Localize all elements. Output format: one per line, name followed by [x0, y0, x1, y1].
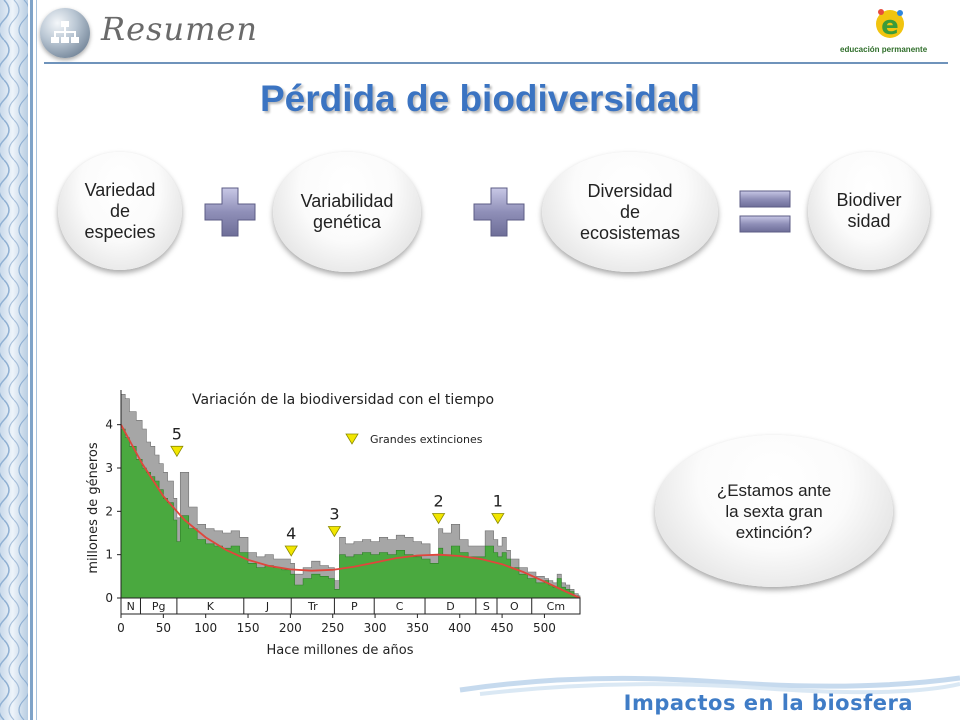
- bubble-label: Biodiver sidad: [836, 190, 902, 231]
- bubble-label: Variabilidad genética: [300, 191, 394, 232]
- period-label: J: [265, 600, 269, 613]
- left-decorative-border: [0, 0, 28, 720]
- header-title: Resumen: [101, 10, 258, 48]
- bubble-species-variety: Variedad de especies: [58, 152, 182, 270]
- wave-pattern-icon: [0, 0, 28, 720]
- period-label: P: [351, 600, 358, 613]
- y-tick-label: 3: [105, 461, 113, 475]
- left-rule-thin: [36, 0, 37, 720]
- equals-icon: [739, 190, 791, 233]
- x-tick-label: 50: [156, 621, 171, 635]
- period-label: C: [396, 600, 404, 613]
- series-trend-line: [120, 424, 581, 599]
- y-tick-label: 0: [105, 591, 113, 605]
- footer-swoosh-icon: [459, 675, 960, 696]
- x-tick-label: 200: [279, 621, 302, 635]
- period-label: Cm: [547, 600, 565, 613]
- brand-name: educación permanente: [840, 45, 928, 54]
- extinction-marker-icon: [284, 545, 298, 557]
- x-tick-label: 150: [237, 621, 260, 635]
- legend-label: Grandes extinciones: [370, 433, 483, 446]
- svg-text:e: e: [881, 11, 899, 41]
- bubble-genetic-variability: Variabilidad genética: [273, 152, 421, 272]
- biodiversity-chart: Variación de la biodiversidad con el tie…: [86, 390, 581, 658]
- period-label: K: [207, 600, 215, 613]
- x-tick-label: 450: [491, 621, 514, 635]
- y-tick-label: 4: [105, 418, 113, 432]
- period-label: S: [483, 600, 490, 613]
- bubble-biodiversity: Biodiver sidad: [808, 152, 930, 270]
- extinction-label: 3: [329, 505, 339, 524]
- chart-legend: Grandes extinciones: [345, 433, 483, 446]
- header-divider: [44, 62, 948, 64]
- x-tick-label: 250: [321, 621, 344, 635]
- extinction-label: 2: [433, 492, 443, 511]
- question-text: ¿Estamos ante la sexta gran extinción?: [716, 480, 832, 542]
- period-label: D: [446, 600, 454, 613]
- bubble-label: Variedad de especies: [84, 179, 156, 242]
- footer-title: Impactos en la biosfera: [623, 691, 913, 715]
- extinction-label: 5: [172, 424, 182, 443]
- sitemap-logo-icon: [40, 8, 90, 58]
- plus-icon: [473, 187, 525, 237]
- period-label: O: [510, 600, 519, 613]
- chart-title: Variación de la biodiversidad con el tie…: [192, 392, 494, 408]
- series-resolved-area: [120, 428, 581, 599]
- left-rule: [30, 0, 33, 720]
- extinction-marker-icon: [327, 526, 342, 538]
- period-label: N: [127, 600, 135, 613]
- x-tick-label: 300: [364, 621, 387, 635]
- extinction-marker-icon: [491, 513, 505, 525]
- period-label: Pg: [152, 600, 166, 613]
- legend-marker-icon: [345, 433, 359, 445]
- y-axis-label: millones de géneros: [86, 442, 101, 573]
- period-label: Tr: [307, 600, 318, 613]
- y-tick-label: 2: [105, 504, 113, 518]
- x-tick-label: 400: [448, 621, 471, 635]
- question-bubble: ¿Estamos ante la sexta gran extinción?: [655, 435, 893, 587]
- extinction-marker-icon: [170, 445, 184, 458]
- x-tick-label: 350: [406, 621, 429, 635]
- slide-title: Pérdida de biodiversidad: [259, 78, 700, 119]
- x-tick-label: 100: [194, 621, 217, 635]
- bubble-ecosystem-diversity: Diversidad de ecosistemas: [542, 152, 718, 272]
- extinction-label: 1: [493, 492, 503, 511]
- bubble-label: Diversidad de ecosistemas: [579, 180, 681, 243]
- period-band: [120, 597, 581, 615]
- x-tick-label: 500: [533, 621, 556, 635]
- plus-icon: [204, 187, 256, 237]
- y-tick-label: 1: [105, 548, 113, 562]
- extinction-marker-icon: [431, 513, 446, 525]
- extinction-label: 4: [286, 524, 296, 543]
- brand-logo-icon: e: [876, 9, 904, 41]
- x-axis-label: Hace millones de años: [267, 643, 414, 658]
- x-tick-label: 0: [117, 621, 125, 635]
